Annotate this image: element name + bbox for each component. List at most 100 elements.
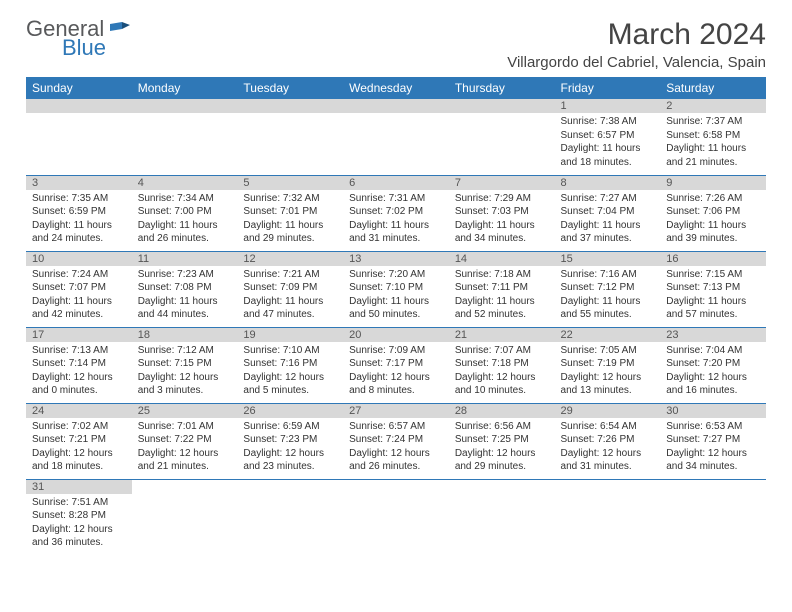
calendar-empty-cell	[237, 99, 343, 175]
day-detail-line: Sunrise: 7:29 AM	[455, 192, 549, 206]
day-detail-line: and 29 minutes.	[455, 460, 549, 474]
day-detail-line: Sunrise: 7:37 AM	[666, 115, 760, 129]
day-content: Sunrise: 6:57 AMSunset: 7:24 PMDaylight:…	[343, 418, 449, 478]
day-detail-line: Daylight: 11 hours	[666, 295, 760, 309]
day-number: 11	[132, 252, 238, 266]
location-subtitle: Villargordo del Cabriel, Valencia, Spain	[507, 54, 766, 71]
empty-day-bar	[132, 99, 238, 113]
calendar-day-cell: 19Sunrise: 7:10 AMSunset: 7:16 PMDayligh…	[237, 327, 343, 403]
calendar-body: 1Sunrise: 7:38 AMSunset: 6:57 PMDaylight…	[26, 99, 766, 555]
calendar-empty-cell	[343, 479, 449, 555]
day-detail-line: and 57 minutes.	[666, 308, 760, 322]
weekday-header: Tuesday	[237, 77, 343, 99]
day-content: Sunrise: 7:16 AMSunset: 7:12 PMDaylight:…	[555, 266, 661, 326]
empty-day-bar	[26, 99, 132, 113]
calendar-week-row: 3Sunrise: 7:35 AMSunset: 6:59 PMDaylight…	[26, 175, 766, 251]
day-detail-line: Sunset: 7:22 PM	[138, 433, 232, 447]
weekday-header: Wednesday	[343, 77, 449, 99]
day-detail-line: Sunrise: 7:02 AM	[32, 420, 126, 434]
day-detail-line: Sunset: 7:02 PM	[349, 205, 443, 219]
day-detail-line: Sunset: 7:11 PM	[455, 281, 549, 295]
day-detail-line: Daylight: 12 hours	[349, 371, 443, 385]
day-detail-line: and 44 minutes.	[138, 308, 232, 322]
day-detail-line: Sunrise: 6:54 AM	[561, 420, 655, 434]
day-content: Sunrise: 7:26 AMSunset: 7:06 PMDaylight:…	[660, 190, 766, 250]
day-detail-line: and 36 minutes.	[32, 536, 126, 550]
day-detail-line: Daylight: 11 hours	[243, 219, 337, 233]
calendar-day-cell: 6Sunrise: 7:31 AMSunset: 7:02 PMDaylight…	[343, 175, 449, 251]
day-detail-line: Daylight: 12 hours	[561, 447, 655, 461]
calendar-day-cell: 22Sunrise: 7:05 AMSunset: 7:19 PMDayligh…	[555, 327, 661, 403]
day-detail-line: Daylight: 12 hours	[349, 447, 443, 461]
calendar-day-cell: 9Sunrise: 7:26 AMSunset: 7:06 PMDaylight…	[660, 175, 766, 251]
weekday-header: Saturday	[660, 77, 766, 99]
day-detail-line: Sunrise: 7:09 AM	[349, 344, 443, 358]
day-detail-line: Sunrise: 7:32 AM	[243, 192, 337, 206]
day-detail-line: Sunset: 7:23 PM	[243, 433, 337, 447]
day-detail-line: Daylight: 12 hours	[32, 371, 126, 385]
day-content: Sunrise: 7:32 AMSunset: 7:01 PMDaylight:…	[237, 190, 343, 250]
calendar-day-cell: 7Sunrise: 7:29 AMSunset: 7:03 PMDaylight…	[449, 175, 555, 251]
day-detail-line: and 50 minutes.	[349, 308, 443, 322]
calendar-day-cell: 4Sunrise: 7:34 AMSunset: 7:00 PMDaylight…	[132, 175, 238, 251]
logo-blue-text: Blue	[62, 37, 106, 59]
day-content: Sunrise: 7:09 AMSunset: 7:17 PMDaylight:…	[343, 342, 449, 402]
day-content: Sunrise: 7:34 AMSunset: 7:00 PMDaylight:…	[132, 190, 238, 250]
calendar-day-cell: 20Sunrise: 7:09 AMSunset: 7:17 PMDayligh…	[343, 327, 449, 403]
day-number: 17	[26, 328, 132, 342]
day-detail-line: Sunset: 7:20 PM	[666, 357, 760, 371]
day-number: 16	[660, 252, 766, 266]
day-content: Sunrise: 6:59 AMSunset: 7:23 PMDaylight:…	[237, 418, 343, 478]
day-detail-line: and 29 minutes.	[243, 232, 337, 246]
calendar-day-cell: 23Sunrise: 7:04 AMSunset: 7:20 PMDayligh…	[660, 327, 766, 403]
calendar-day-cell: 14Sunrise: 7:18 AMSunset: 7:11 PMDayligh…	[449, 251, 555, 327]
day-detail-line: Sunrise: 7:51 AM	[32, 496, 126, 510]
day-number: 24	[26, 404, 132, 418]
calendar-day-cell: 5Sunrise: 7:32 AMSunset: 7:01 PMDaylight…	[237, 175, 343, 251]
day-number: 14	[449, 252, 555, 266]
day-detail-line: Sunset: 7:13 PM	[666, 281, 760, 295]
title-block: March 2024 Villargordo del Cabriel, Vale…	[507, 18, 766, 71]
day-detail-line: Daylight: 12 hours	[561, 371, 655, 385]
calendar-day-cell: 2Sunrise: 7:37 AMSunset: 6:58 PMDaylight…	[660, 99, 766, 175]
day-number: 22	[555, 328, 661, 342]
day-detail-line: and 0 minutes.	[32, 384, 126, 398]
calendar-day-cell: 27Sunrise: 6:57 AMSunset: 7:24 PMDayligh…	[343, 403, 449, 479]
day-content: Sunrise: 7:05 AMSunset: 7:19 PMDaylight:…	[555, 342, 661, 402]
day-number: 18	[132, 328, 238, 342]
day-detail-line: and 13 minutes.	[561, 384, 655, 398]
day-detail-line: Sunset: 7:18 PM	[455, 357, 549, 371]
day-content: Sunrise: 7:01 AMSunset: 7:22 PMDaylight:…	[132, 418, 238, 478]
day-detail-line: and 31 minutes.	[561, 460, 655, 474]
day-detail-line: Daylight: 11 hours	[32, 295, 126, 309]
day-detail-line: and 5 minutes.	[243, 384, 337, 398]
calendar-week-row: 17Sunrise: 7:13 AMSunset: 7:14 PMDayligh…	[26, 327, 766, 403]
day-detail-line: Daylight: 12 hours	[455, 447, 549, 461]
day-number: 29	[555, 404, 661, 418]
calendar-table: SundayMondayTuesdayWednesdayThursdayFrid…	[26, 77, 766, 555]
day-number: 10	[26, 252, 132, 266]
calendar-week-row: 24Sunrise: 7:02 AMSunset: 7:21 PMDayligh…	[26, 403, 766, 479]
day-detail-line: Daylight: 11 hours	[32, 219, 126, 233]
calendar-empty-cell	[449, 99, 555, 175]
day-content: Sunrise: 7:15 AMSunset: 7:13 PMDaylight:…	[660, 266, 766, 326]
day-detail-line: Daylight: 12 hours	[32, 523, 126, 537]
day-detail-line: and 18 minutes.	[561, 156, 655, 170]
calendar-empty-cell	[449, 479, 555, 555]
day-detail-line: Daylight: 11 hours	[349, 219, 443, 233]
calendar-day-cell: 8Sunrise: 7:27 AMSunset: 7:04 PMDaylight…	[555, 175, 661, 251]
day-number: 12	[237, 252, 343, 266]
calendar-day-cell: 30Sunrise: 6:53 AMSunset: 7:27 PMDayligh…	[660, 403, 766, 479]
day-detail-line: Daylight: 12 hours	[138, 371, 232, 385]
day-detail-line: Sunset: 8:28 PM	[32, 509, 126, 523]
calendar-day-cell: 10Sunrise: 7:24 AMSunset: 7:07 PMDayligh…	[26, 251, 132, 327]
day-content: Sunrise: 7:29 AMSunset: 7:03 PMDaylight:…	[449, 190, 555, 250]
day-detail-line: Sunrise: 7:16 AM	[561, 268, 655, 282]
day-detail-line: Sunrise: 7:26 AM	[666, 192, 760, 206]
day-detail-line: Sunset: 7:27 PM	[666, 433, 760, 447]
day-detail-line: Sunrise: 7:18 AM	[455, 268, 549, 282]
day-detail-line: Daylight: 11 hours	[349, 295, 443, 309]
day-detail-line: Sunrise: 7:12 AM	[138, 344, 232, 358]
day-detail-line: Sunset: 7:06 PM	[666, 205, 760, 219]
calendar-empty-cell	[132, 479, 238, 555]
